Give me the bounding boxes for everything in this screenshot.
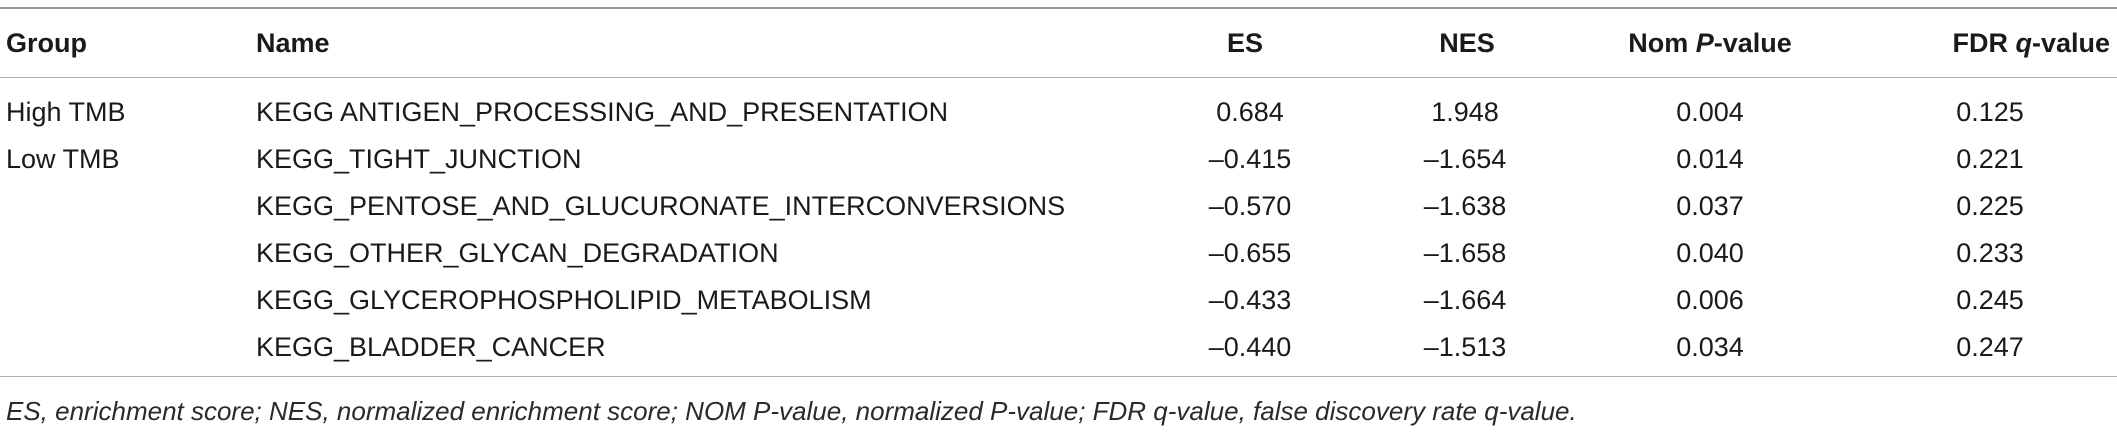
cell-group: Low TMB (6, 144, 120, 174)
header-es: ES (1226, 28, 1264, 58)
table-header-row: Group Name ES NES Nom P-value FDR q-valu… (0, 9, 2117, 77)
cell-name: KEGG_TIGHT_JUNCTION (256, 144, 582, 174)
cell-fdr-q-value: 0.221 (1956, 144, 2024, 174)
header-nom-p-value: Nom P-value (1628, 28, 1792, 58)
table-row: KEGG_GLYCEROPHOSPHOLIPID_METABOLISM –0.4… (0, 276, 2117, 323)
table-row: KEGG_PENTOSE_AND_GLUCURONATE_INTERCONVER… (0, 182, 2117, 229)
cell-group: High TMB (6, 97, 126, 127)
table-footnote: ES, enrichment score; NES, normalized en… (6, 396, 1577, 426)
cell-fdr-q-value: 0.247 (1956, 332, 2024, 362)
cell-fdr-q-value: 0.233 (1956, 238, 2024, 268)
header-group: Group (6, 28, 87, 58)
cell-es: –0.433 (1208, 285, 1292, 315)
cell-fdr-q-value: 0.245 (1956, 285, 2024, 315)
cell-fdr-q-value: 0.225 (1956, 191, 2024, 221)
header-fdr-q-value: FDR q-value (1952, 28, 2110, 58)
cell-nom-p-value: 0.034 (1676, 332, 1744, 362)
table-row: KEGG_OTHER_GLYCAN_DEGRADATION –0.655 –1.… (0, 229, 2117, 276)
cell-name: KEGG_GLYCEROPHOSPHOLIPID_METABOLISM (256, 285, 872, 315)
cell-nom-p-value: 0.037 (1676, 191, 1744, 221)
table-bottom-rule (0, 376, 2117, 377)
cell-name: KEGG_PENTOSE_AND_GLUCURONATE_INTERCONVER… (256, 191, 1066, 221)
cell-nom-p-value: 0.040 (1676, 238, 1744, 268)
cell-es: –0.415 (1208, 144, 1292, 174)
cell-name: KEGG_OTHER_GLYCAN_DEGRADATION (256, 238, 779, 268)
cell-es: –0.570 (1208, 191, 1292, 221)
cell-nes: –1.658 (1423, 238, 1507, 268)
cell-nes: 1.948 (1431, 97, 1499, 127)
table-row: Low TMB KEGG_TIGHT_JUNCTION –0.415 –1.65… (0, 135, 2117, 182)
cell-nom-p-value: 0.006 (1676, 285, 1744, 315)
cell-nes: –1.513 (1423, 332, 1507, 362)
cell-es: 0.684 (1216, 97, 1284, 127)
results-table: Group Name ES NES Nom P-value FDR q-valu… (0, 7, 2117, 377)
table-row: High TMB KEGG ANTIGEN_PROCESSING_AND_PRE… (0, 88, 2117, 135)
cell-name: KEGG ANTIGEN_PROCESSING_AND_PRESENTATION (256, 97, 949, 127)
table-row: KEGG_BLADDER_CANCER –0.440 –1.513 0.034 … (0, 323, 2117, 370)
cell-nom-p-value: 0.014 (1676, 144, 1744, 174)
cell-es: –0.655 (1208, 238, 1292, 268)
table-header-rule (0, 77, 2117, 78)
cell-fdr-q-value: 0.125 (1956, 97, 2024, 127)
header-nes: NES (1439, 28, 1495, 58)
cell-nom-p-value: 0.004 (1676, 97, 1744, 127)
cell-nes: –1.664 (1423, 285, 1507, 315)
cell-name: KEGG_BLADDER_CANCER (256, 332, 606, 362)
cell-nes: –1.638 (1423, 191, 1507, 221)
cell-es: –0.440 (1208, 332, 1292, 362)
cell-nes: –1.654 (1423, 144, 1507, 174)
header-name: Name (256, 28, 330, 58)
table-top-rule (0, 7, 2117, 9)
